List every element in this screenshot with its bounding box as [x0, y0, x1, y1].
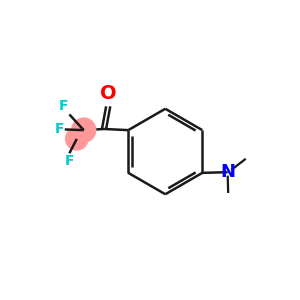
Text: O: O	[100, 84, 116, 103]
Circle shape	[72, 118, 96, 142]
Text: F: F	[59, 99, 68, 113]
Text: N: N	[220, 163, 235, 181]
Circle shape	[66, 128, 88, 150]
Text: F: F	[54, 122, 64, 136]
Text: F: F	[65, 154, 75, 168]
